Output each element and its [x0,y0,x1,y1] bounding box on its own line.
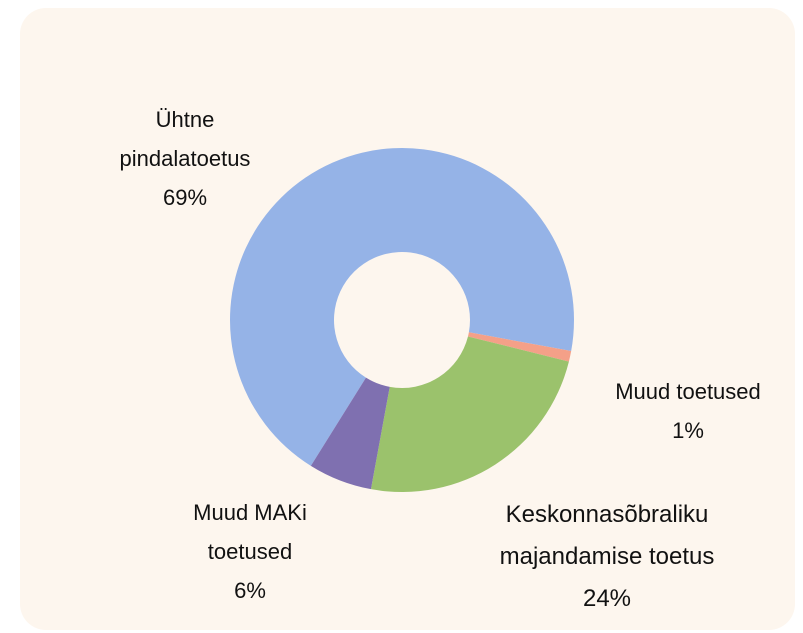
category-label: Muud toetused [615,379,761,404]
value-label: 69% [162,185,208,210]
value-label: 24% [582,585,632,612]
data-label: Muud toetused 1% [578,372,798,450]
data-label: Ühtne pindalatoetus 69% [100,100,270,217]
category-label: Muud MAKi toetused [193,500,307,564]
donut-slice [370,336,569,492]
value-label: 6% [234,578,266,603]
data-label: Keskonnasõbraliku majandamise toetus 24% [452,494,762,620]
category-label: Keskonnasõbraliku majandamise toetus [499,501,715,570]
category-label: Ühtne pindalatoetus [119,107,251,171]
value-label: 1% [672,418,704,443]
donut-slice [467,332,572,362]
data-label: Muud MAKi toetused 6% [170,493,330,610]
donut-slice [310,377,390,490]
chart-background [20,8,795,630]
donut-slice [230,148,574,466]
